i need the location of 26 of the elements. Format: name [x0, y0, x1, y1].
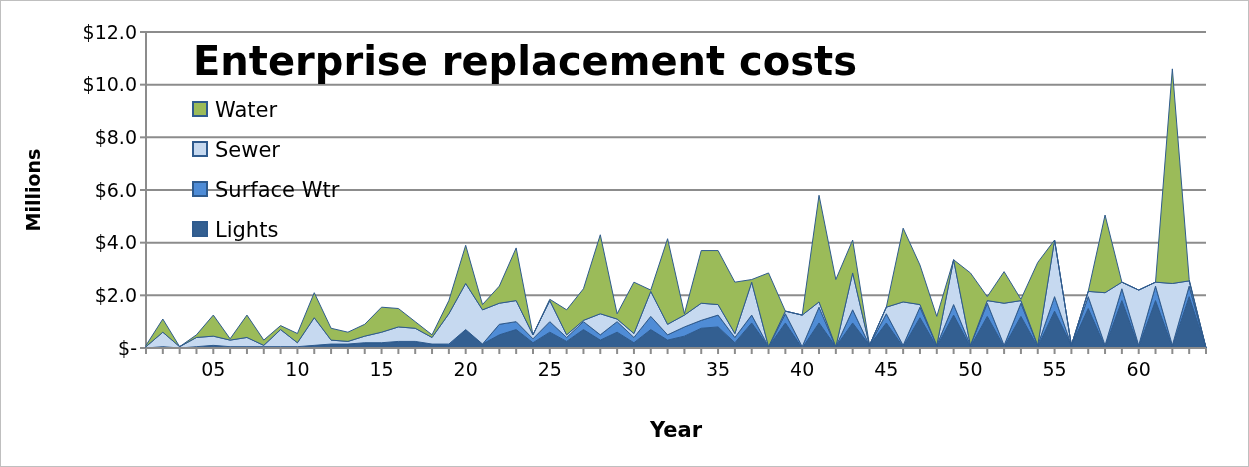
legend-label: Surface Wtr: [215, 178, 340, 203]
x-tick-label: 25: [537, 358, 562, 380]
x-tick-label: 50: [958, 358, 983, 380]
legend-label: Lights: [215, 218, 279, 243]
x-tick-label: 45: [874, 358, 899, 380]
x-tick-label: 55: [1042, 358, 1067, 380]
y-tick-label: $6.0: [94, 178, 137, 201]
y-tick-label: $4.0: [94, 231, 137, 254]
x-tick-label: 35: [705, 358, 731, 380]
y-tick-label: $10.0: [82, 73, 137, 96]
y-tick-label: $2.0: [94, 283, 137, 306]
x-tick-label: 40: [790, 358, 815, 380]
x-tick-label: 05: [201, 358, 226, 380]
legend-label: Sewer: [215, 138, 281, 163]
x-tick-label: 20: [453, 358, 478, 380]
x-tick-label: 30: [621, 358, 647, 380]
chart-title: Enterprise replacement costs: [193, 38, 858, 84]
x-axis-title: Year: [648, 418, 703, 442]
x-tick-label: 15: [369, 358, 394, 380]
y-axis-title: Millions: [22, 148, 44, 232]
x-tick-label: 60: [1126, 358, 1151, 380]
y-tick-label: $8.0: [94, 125, 137, 148]
y-tick-label: $-: [118, 336, 137, 359]
x-tick-label: 10: [285, 358, 310, 380]
legend-label: Water: [215, 98, 278, 123]
y-tick-label: $12.0: [82, 20, 137, 43]
